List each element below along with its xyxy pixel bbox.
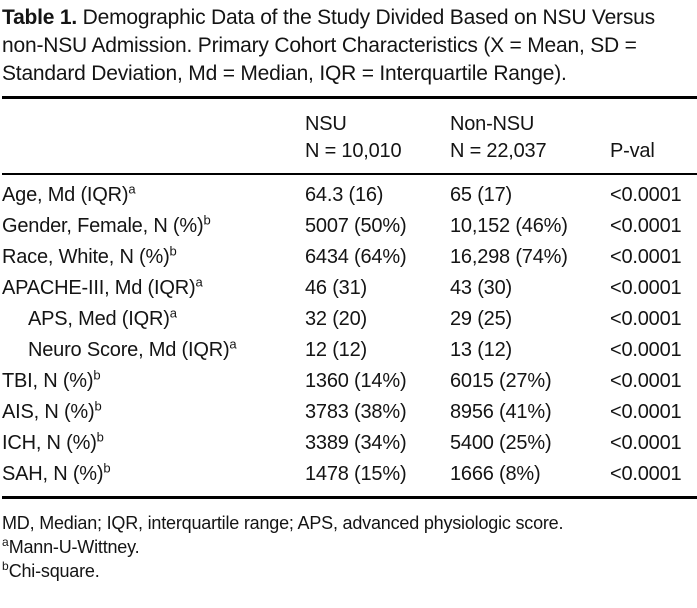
footnote-marker: a: [229, 336, 237, 352]
nsu-value: 46 (31): [305, 277, 367, 299]
row-label: APS, Med (IQR)a: [28, 305, 177, 330]
nsu-value: 32 (20): [305, 308, 367, 330]
row-label: APACHE-III, Md (IQR)a: [2, 274, 203, 299]
header-empty-cell: [2, 97, 305, 175]
non-nsu-value: 16,298 (74%): [450, 246, 568, 268]
non-nsu-value: 43 (30): [450, 277, 512, 299]
table-row-aps: APS, Med (IQR)a 32 (20) 29 (25) <0.0001: [2, 304, 697, 335]
table-row-race: Race, White, N (%)b 6434 (64%) 16,298 (7…: [2, 242, 697, 273]
non-nsu-value: 8956 (41%): [450, 401, 552, 423]
pval-value: <0.0001: [610, 308, 682, 330]
pval-value: <0.0001: [610, 370, 682, 392]
non-nsu-value: 5400 (25%): [450, 432, 552, 454]
row-label: SAH, N (%)b: [2, 460, 111, 485]
demographics-table: NSU N = 10,010 Non-NSU N = 22,037 P-val Ag…: [2, 96, 697, 499]
header-nsu-n: N = 10,010: [305, 140, 402, 162]
footnote-a: aMann-U-Wittney.: [2, 535, 697, 559]
footnote-marker: a: [195, 274, 203, 290]
table-row-neuro-score: Neuro Score, Md (IQR)a 12 (12) 13 (12) <…: [2, 335, 697, 366]
pval-value: <0.0001: [610, 215, 682, 237]
header-nsu-group: NSU: [305, 113, 347, 135]
table-caption-label: Table 1.: [2, 6, 78, 29]
pval-value: <0.0001: [610, 432, 682, 454]
row-label: Neuro Score, Md (IQR)a: [28, 336, 237, 361]
nsu-value: 6434 (64%): [305, 246, 407, 268]
header-row: NSU N = 10,010 Non-NSU N = 22,037 P-val: [2, 97, 697, 175]
row-label: AIS, N (%)b: [2, 398, 102, 423]
header-non-nsu-n: N = 22,037: [450, 140, 547, 162]
non-nsu-value: 1666 (8%): [450, 463, 541, 485]
table-row-ich: ICH, N (%)b 3389 (34%) 5400 (25%) <0.000…: [2, 428, 697, 459]
non-nsu-value: 10,152 (46%): [450, 215, 568, 237]
table-row-apache: APACHE-III, Md (IQR)a 46 (31) 43 (30) <0…: [2, 273, 697, 304]
nsu-value: 1360 (14%): [305, 370, 407, 392]
header-pval: P-val: [610, 97, 697, 175]
row-label: ICH, N (%)b: [2, 429, 104, 454]
table-caption: Table 1. Demographic Data of the Study D…: [2, 4, 696, 88]
footnote-marker: b: [169, 243, 177, 259]
footnote-marker: b: [93, 367, 101, 383]
nsu-value: 5007 (50%): [305, 215, 407, 237]
footnote-marker: b: [96, 429, 104, 445]
header-non-nsu: Non-NSU N = 22,037: [450, 97, 610, 175]
pval-value: <0.0001: [610, 463, 682, 485]
table-header: NSU N = 10,010 Non-NSU N = 22,037 P-val: [2, 97, 697, 175]
footnote-a-marker: a: [2, 535, 9, 549]
footnote-marker: b: [103, 460, 111, 476]
header-non-nsu-group: Non-NSU: [450, 113, 535, 135]
table-row-gender: Gender, Female, N (%)b 5007 (50%) 10,152…: [2, 211, 697, 242]
table-footnotes: MD, Median; IQR, interquartile range; AP…: [2, 511, 697, 583]
footnote-abbreviations: MD, Median; IQR, interquartile range; AP…: [2, 513, 564, 533]
footnote-marker: b: [203, 212, 211, 228]
row-label: Gender, Female, N (%)b: [2, 212, 211, 237]
non-nsu-value: 65 (17): [450, 184, 512, 206]
pval-value: <0.0001: [610, 277, 682, 299]
nsu-value: 12 (12): [305, 339, 367, 361]
footnote-b: bChi-square.: [2, 559, 697, 583]
footnote-b-text: Chi-square.: [8, 561, 100, 581]
footnote-a-text: Mann-U-Wittney.: [8, 537, 140, 557]
pval-value: <0.0001: [610, 339, 682, 361]
pval-value: <0.0001: [610, 246, 682, 268]
footnote-marker: b: [94, 398, 102, 414]
nsu-value: 3783 (38%): [305, 401, 407, 423]
footnote-marker: a: [169, 305, 177, 321]
nsu-value: 1478 (15%): [305, 463, 407, 485]
nsu-value: 3389 (34%): [305, 432, 407, 454]
non-nsu-value: 13 (12): [450, 339, 512, 361]
table-row-sah: SAH, N (%)b 1478 (15%) 1666 (8%) <0.0001: [2, 459, 697, 498]
table-row-ais: AIS, N (%)b 3783 (38%) 8956 (41%) <0.000…: [2, 397, 697, 428]
row-label: Race, White, N (%)b: [2, 243, 177, 268]
row-label: TBI, N (%)b: [2, 367, 101, 392]
pval-value: <0.0001: [610, 401, 682, 423]
footnote-marker: a: [128, 181, 136, 197]
row-label: Age, Md (IQR)a: [2, 181, 136, 206]
footnote-b-marker: b: [2, 559, 9, 573]
header-nsu: NSU N = 10,010: [305, 97, 450, 175]
table-row-age: Age, Md (IQR)a 64.3 (16) 65 (17) <0.0001: [2, 174, 697, 211]
table-row-tbi: TBI, N (%)b 1360 (14%) 6015 (27%) <0.000…: [2, 366, 697, 397]
table-body: Age, Md (IQR)a 64.3 (16) 65 (17) <0.0001…: [2, 174, 697, 498]
nsu-value: 64.3 (16): [305, 184, 384, 206]
table-caption-text: Demographic Data of the Study Divided Ba…: [2, 6, 655, 85]
non-nsu-value: 6015 (27%): [450, 370, 552, 392]
non-nsu-value: 29 (25): [450, 308, 512, 330]
pval-value: <0.0001: [610, 184, 682, 206]
